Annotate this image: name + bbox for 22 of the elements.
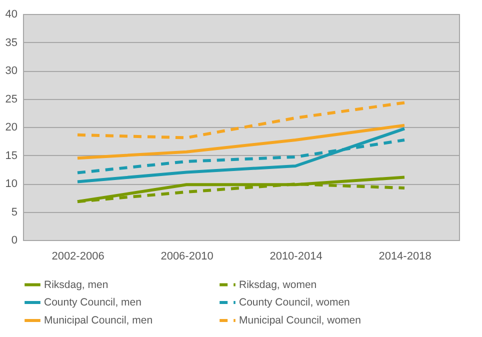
legend-label: Municipal Council, men: [44, 314, 153, 326]
y-tick-label: 20: [5, 122, 18, 134]
x-tick-label: 2010-2014: [270, 250, 322, 262]
line-series: [76, 124, 406, 160]
y-tick-label: 0: [11, 234, 18, 246]
y-tick-label: 25: [5, 93, 18, 106]
y-tick-label: 30: [5, 65, 18, 77]
y-tick-label: 40: [5, 8, 18, 20]
y-tick-label: 15: [5, 150, 18, 162]
legend-label: Riksdag, women: [239, 278, 317, 291]
line-series: [76, 101, 406, 140]
x-tick-label: 2006-2010: [160, 250, 214, 262]
y-tick-label: 10: [5, 178, 18, 190]
legend-label: County Council, men: [44, 296, 142, 308]
y-tick-label: 5: [11, 206, 18, 218]
line-series: [76, 127, 406, 184]
x-tick-label: 2014-2018: [378, 250, 432, 262]
legend-label: Riksdag, men: [44, 278, 108, 291]
y-tick-label: 35: [5, 36, 18, 49]
legend-label: County Council, women: [239, 296, 350, 308]
legend-label: Municipal Council, women: [239, 314, 362, 326]
x-tick-label: 2002-2006: [52, 250, 104, 262]
